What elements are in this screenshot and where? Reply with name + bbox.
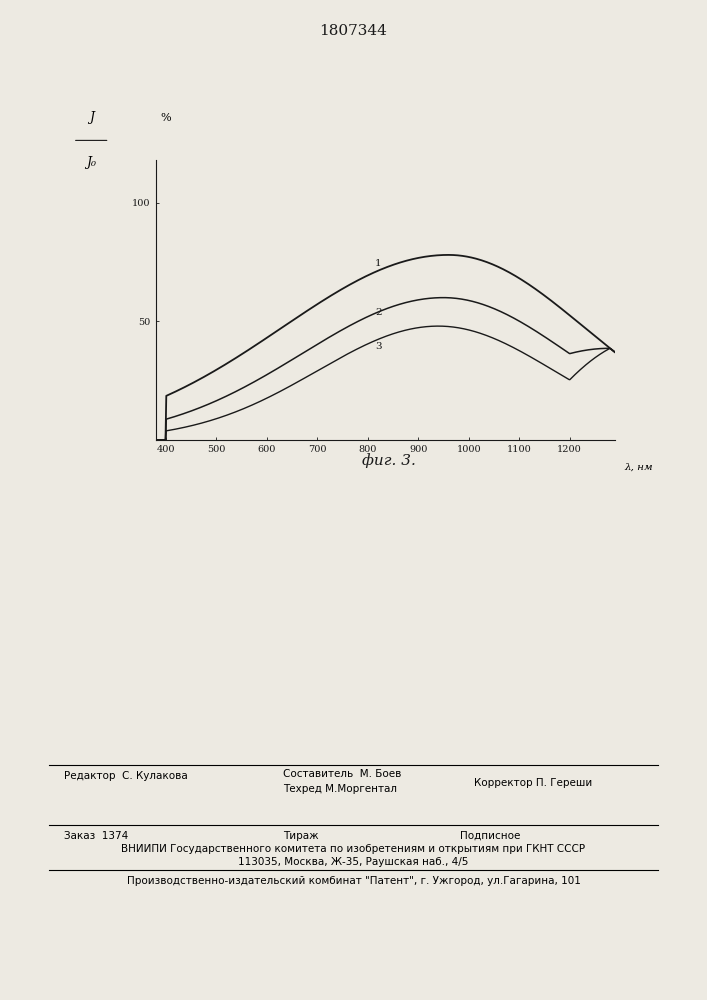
Text: Заказ  1374: Заказ 1374 [64,831,128,841]
Text: J: J [88,111,94,124]
Text: Редактор  С. Кулакова: Редактор С. Кулакова [64,771,187,781]
Text: λ, нм: λ, нм [624,462,653,471]
Text: ВНИИПИ Государственного комитета по изобретениям и открытиям при ГКНТ СССР: ВНИИПИ Государственного комитета по изоб… [122,844,585,854]
Text: 2: 2 [375,308,382,317]
Text: %: % [160,113,171,123]
Text: фиг. 3.: фиг. 3. [362,453,416,468]
Text: J₀: J₀ [86,156,96,169]
Text: Составитель  М. Боев: Составитель М. Боев [283,769,401,779]
Text: Корректор П. Гереши: Корректор П. Гереши [474,778,592,788]
Text: 1807344: 1807344 [320,24,387,38]
Text: Тираж: Тираж [283,831,318,841]
Text: Производственно-издательский комбинат "Патент", г. Ужгород, ул.Гагарина, 101: Производственно-издательский комбинат "П… [127,876,580,886]
Text: 113035, Москва, Ж-35, Раушская наб., 4/5: 113035, Москва, Ж-35, Раушская наб., 4/5 [238,857,469,867]
Text: 3: 3 [375,342,382,351]
Text: 1: 1 [375,259,382,268]
Text: Техред М.Моргентал: Техред М.Моргентал [283,784,397,794]
Text: Подписное: Подписное [460,831,520,841]
